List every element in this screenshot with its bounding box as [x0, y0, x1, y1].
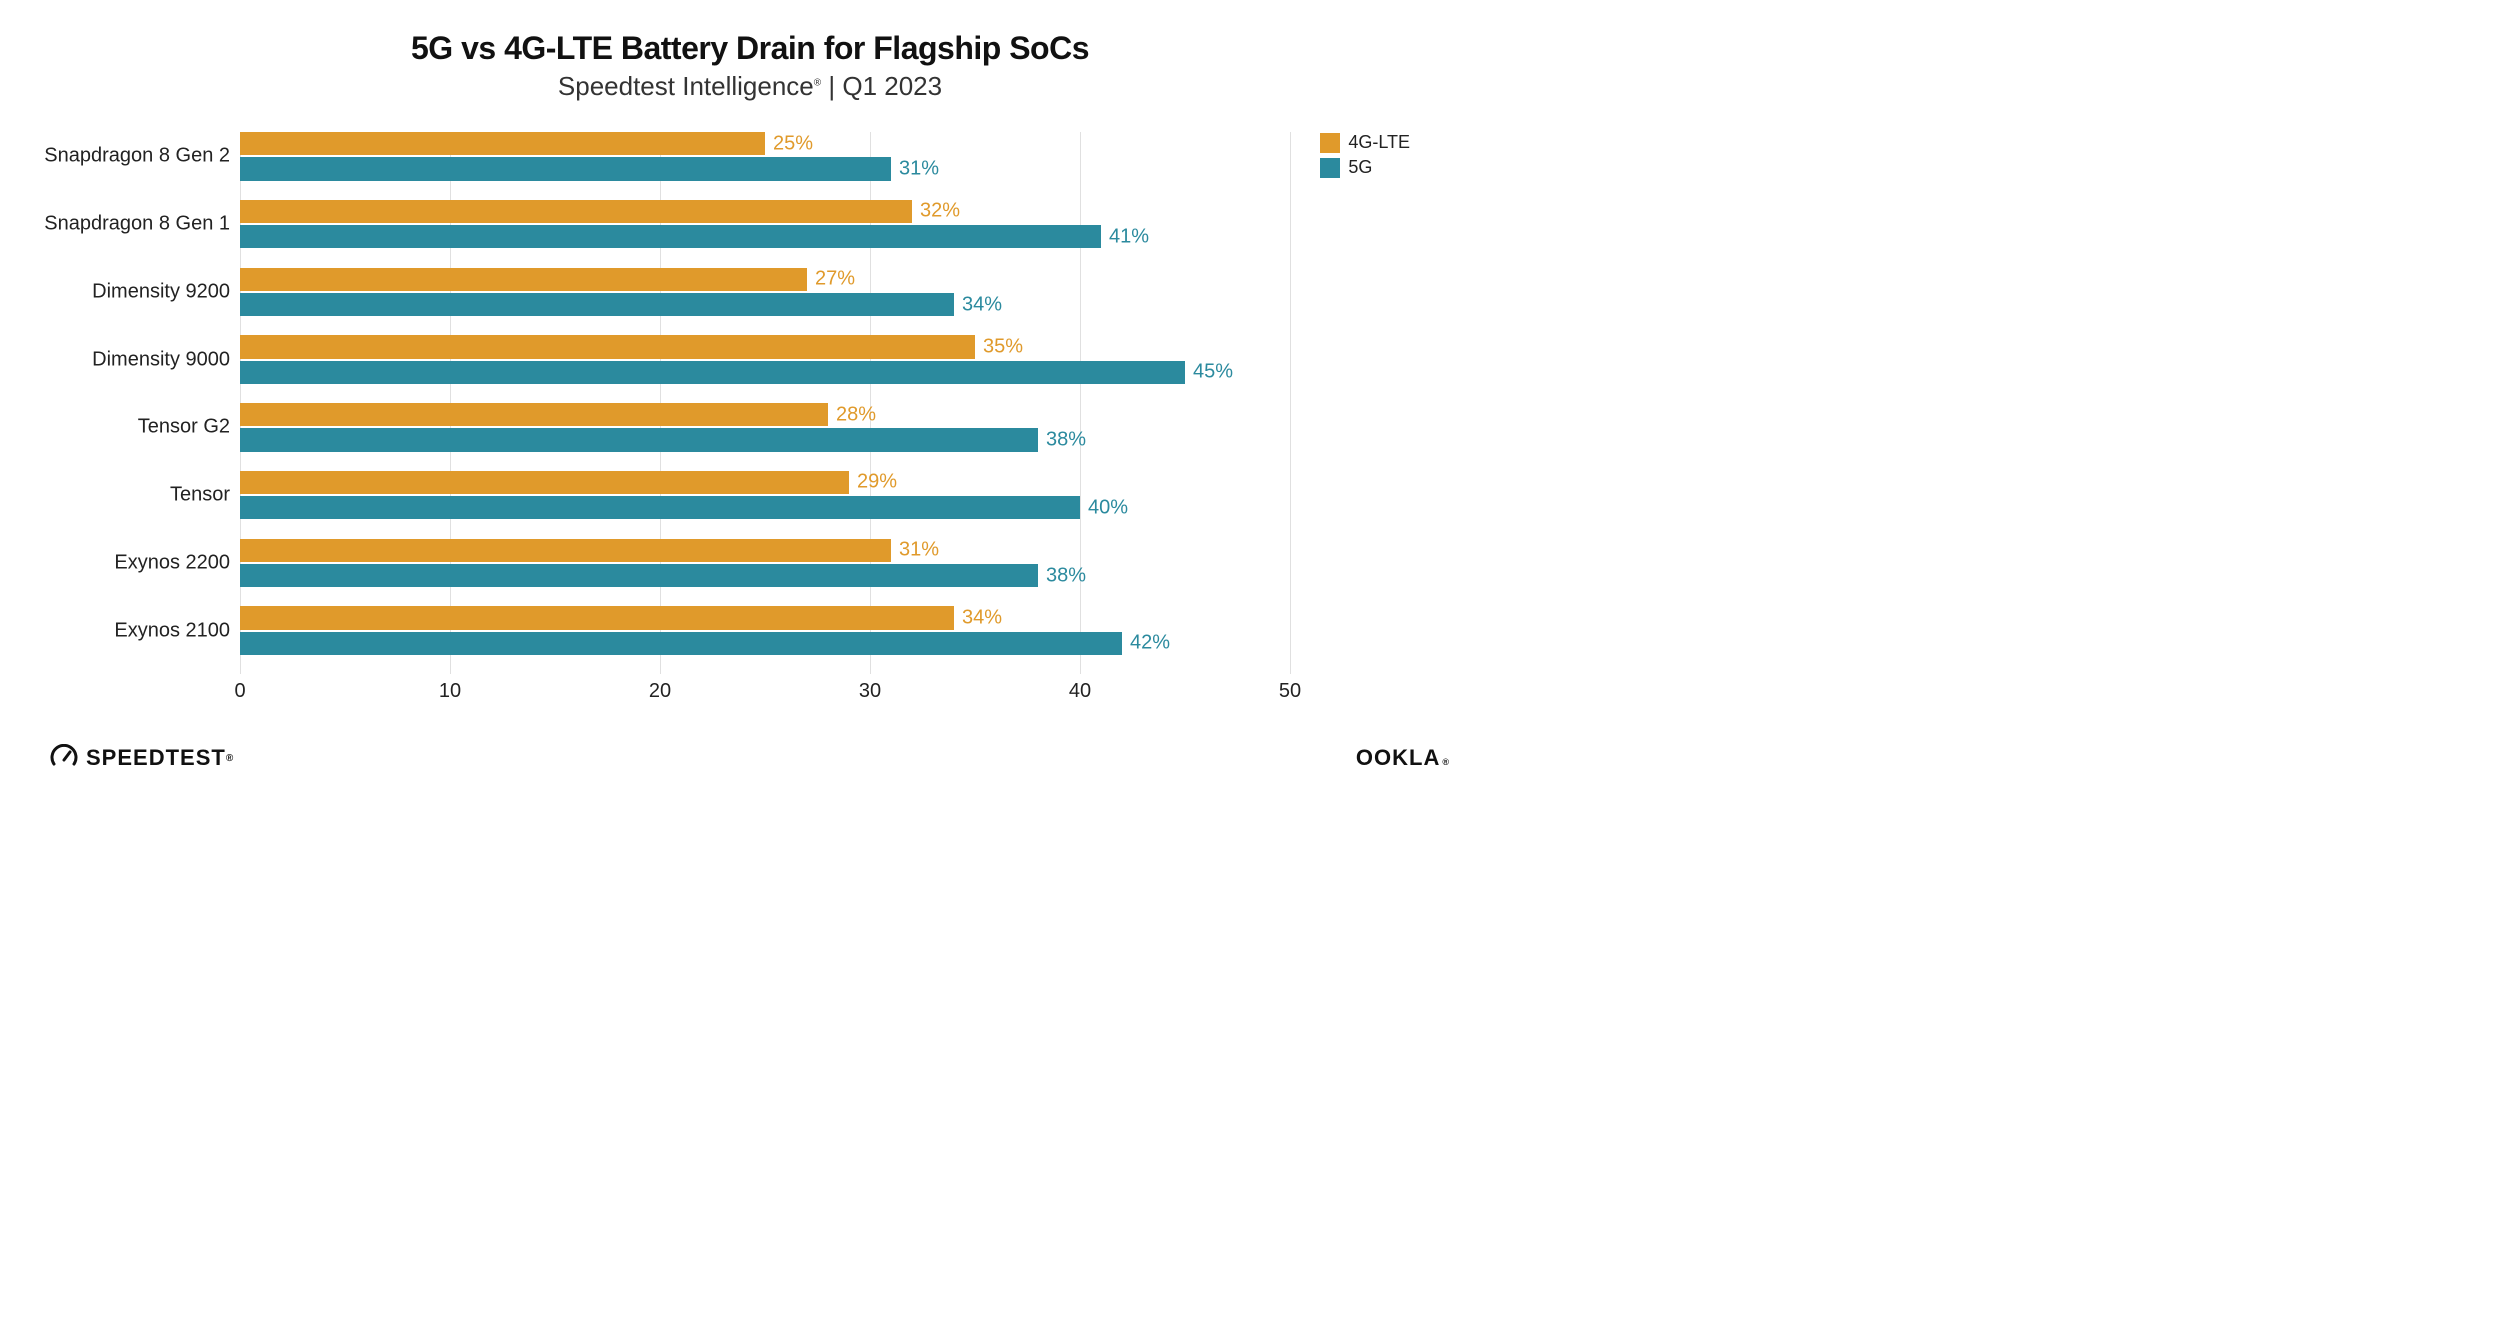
bar-value-label: 32% [912, 200, 960, 223]
bar-group: 28%38% [240, 403, 1290, 452]
bar-value-label: 38% [1038, 564, 1086, 587]
bar-value-label: 45% [1185, 361, 1233, 384]
bar-value-label: 29% [849, 471, 897, 494]
bar-value-label: 40% [1080, 496, 1128, 519]
bar: 31% [240, 157, 891, 180]
bar: 41% [240, 225, 1101, 248]
bar-value-label: 31% [891, 539, 939, 562]
subtitle-suffix: | Q1 2023 [821, 71, 942, 101]
bar: 40% [240, 496, 1080, 519]
bar: 34% [240, 606, 954, 629]
x-tick-label: 30 [859, 680, 881, 703]
x-tick-label: 10 [439, 680, 461, 703]
gauge-icon [50, 744, 78, 772]
title-block: 5G vs 4G-LTE Battery Drain for Flagship … [50, 30, 1450, 102]
bar-value-label: 31% [891, 158, 939, 181]
speedtest-text: SPEEDTEST [86, 745, 226, 771]
bar-group: 34% 42% [240, 606, 1290, 655]
ookla-text: OOKLA [1356, 745, 1440, 771]
bar-value-label: 28% [828, 403, 876, 426]
bar: 29% [240, 471, 849, 494]
category-label: Tensor G2 [138, 416, 230, 439]
bar-value-label: 42% [1122, 632, 1170, 655]
legend-label: 5G [1348, 157, 1372, 178]
bar-value-label: 41% [1101, 225, 1149, 248]
bar-group: 25%31% [240, 132, 1290, 181]
bar: 38% [240, 428, 1038, 451]
x-tick-label: 0 [234, 680, 245, 703]
bar-value-label: 38% [1038, 429, 1086, 452]
category-label: Exynos 2200 [114, 551, 230, 574]
bar: 35% [240, 335, 975, 358]
chart-area: Snapdragon 8 Gen 2Snapdragon 8 Gen 1Dime… [50, 122, 1450, 734]
legend-item: 5G [1320, 157, 1410, 178]
bar: 32% [240, 200, 912, 223]
ookla-logo: OOKLA® [1356, 745, 1450, 771]
bar: 42% [240, 632, 1122, 655]
x-tick-label: 50 [1279, 680, 1301, 703]
category-label: Dimensity 9000 [92, 348, 230, 371]
legend-swatch [1320, 158, 1340, 178]
category-label: Snapdragon 8 Gen 1 [44, 213, 230, 236]
bar: 28% [240, 403, 828, 426]
bar-value-label: 27% [807, 268, 855, 291]
bar: 34% [240, 293, 954, 316]
footer: SPEEDTEST® OOKLA® [50, 734, 1450, 772]
x-tick-label: 20 [649, 680, 671, 703]
bar: 27% [240, 268, 807, 291]
category-label: Tensor [170, 484, 230, 507]
bar: 45% [240, 361, 1185, 384]
chart-title: 5G vs 4G-LTE Battery Drain for Flagship … [50, 30, 1450, 67]
category-label: Snapdragon 8 Gen 2 [44, 145, 230, 168]
legend-item: 4G-LTE [1320, 132, 1410, 153]
category-label: Dimensity 9200 [92, 280, 230, 303]
bar: 25% [240, 132, 765, 155]
bar-group: 31%38% [240, 539, 1290, 588]
legend-label: 4G-LTE [1348, 132, 1410, 153]
category-label: Exynos 2100 [114, 619, 230, 642]
bar-value-label: 25% [765, 132, 813, 155]
speedtest-logo: SPEEDTEST® [50, 744, 234, 772]
chart-subtitle: Speedtest Intelligence® | Q1 2023 [50, 71, 1450, 102]
x-tick-label: 40 [1069, 680, 1091, 703]
bar-value-label: 34% [954, 293, 1002, 316]
bar-group: 27%34% [240, 268, 1290, 317]
legend: 4G-LTE 5G [1320, 132, 1410, 182]
subtitle-prefix: Speedtest Intelligence [558, 71, 814, 101]
gridline [1290, 132, 1291, 674]
bar-value-label: 35% [975, 335, 1023, 358]
legend-swatch [1320, 133, 1340, 153]
bar-group: 35% 45% [240, 335, 1290, 384]
bar-group: 29%40% [240, 471, 1290, 520]
trademark-mark: ® [1442, 757, 1450, 767]
bar: 38% [240, 564, 1038, 587]
bar: 31% [240, 539, 891, 562]
bar-value-label: 34% [954, 606, 1002, 629]
chart-container: 5G vs 4G-LTE Battery Drain for Flagship … [0, 0, 1500, 792]
bar-group: 32%41% [240, 200, 1290, 249]
registered-mark: ® [226, 753, 234, 764]
